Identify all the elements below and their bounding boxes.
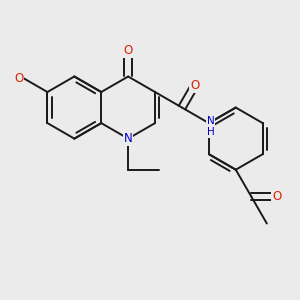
Text: O: O xyxy=(124,44,133,57)
Text: O: O xyxy=(190,79,199,92)
Text: N: N xyxy=(124,132,133,145)
Text: O: O xyxy=(14,71,23,85)
Text: O: O xyxy=(272,190,281,203)
Text: N
H: N H xyxy=(207,116,214,137)
